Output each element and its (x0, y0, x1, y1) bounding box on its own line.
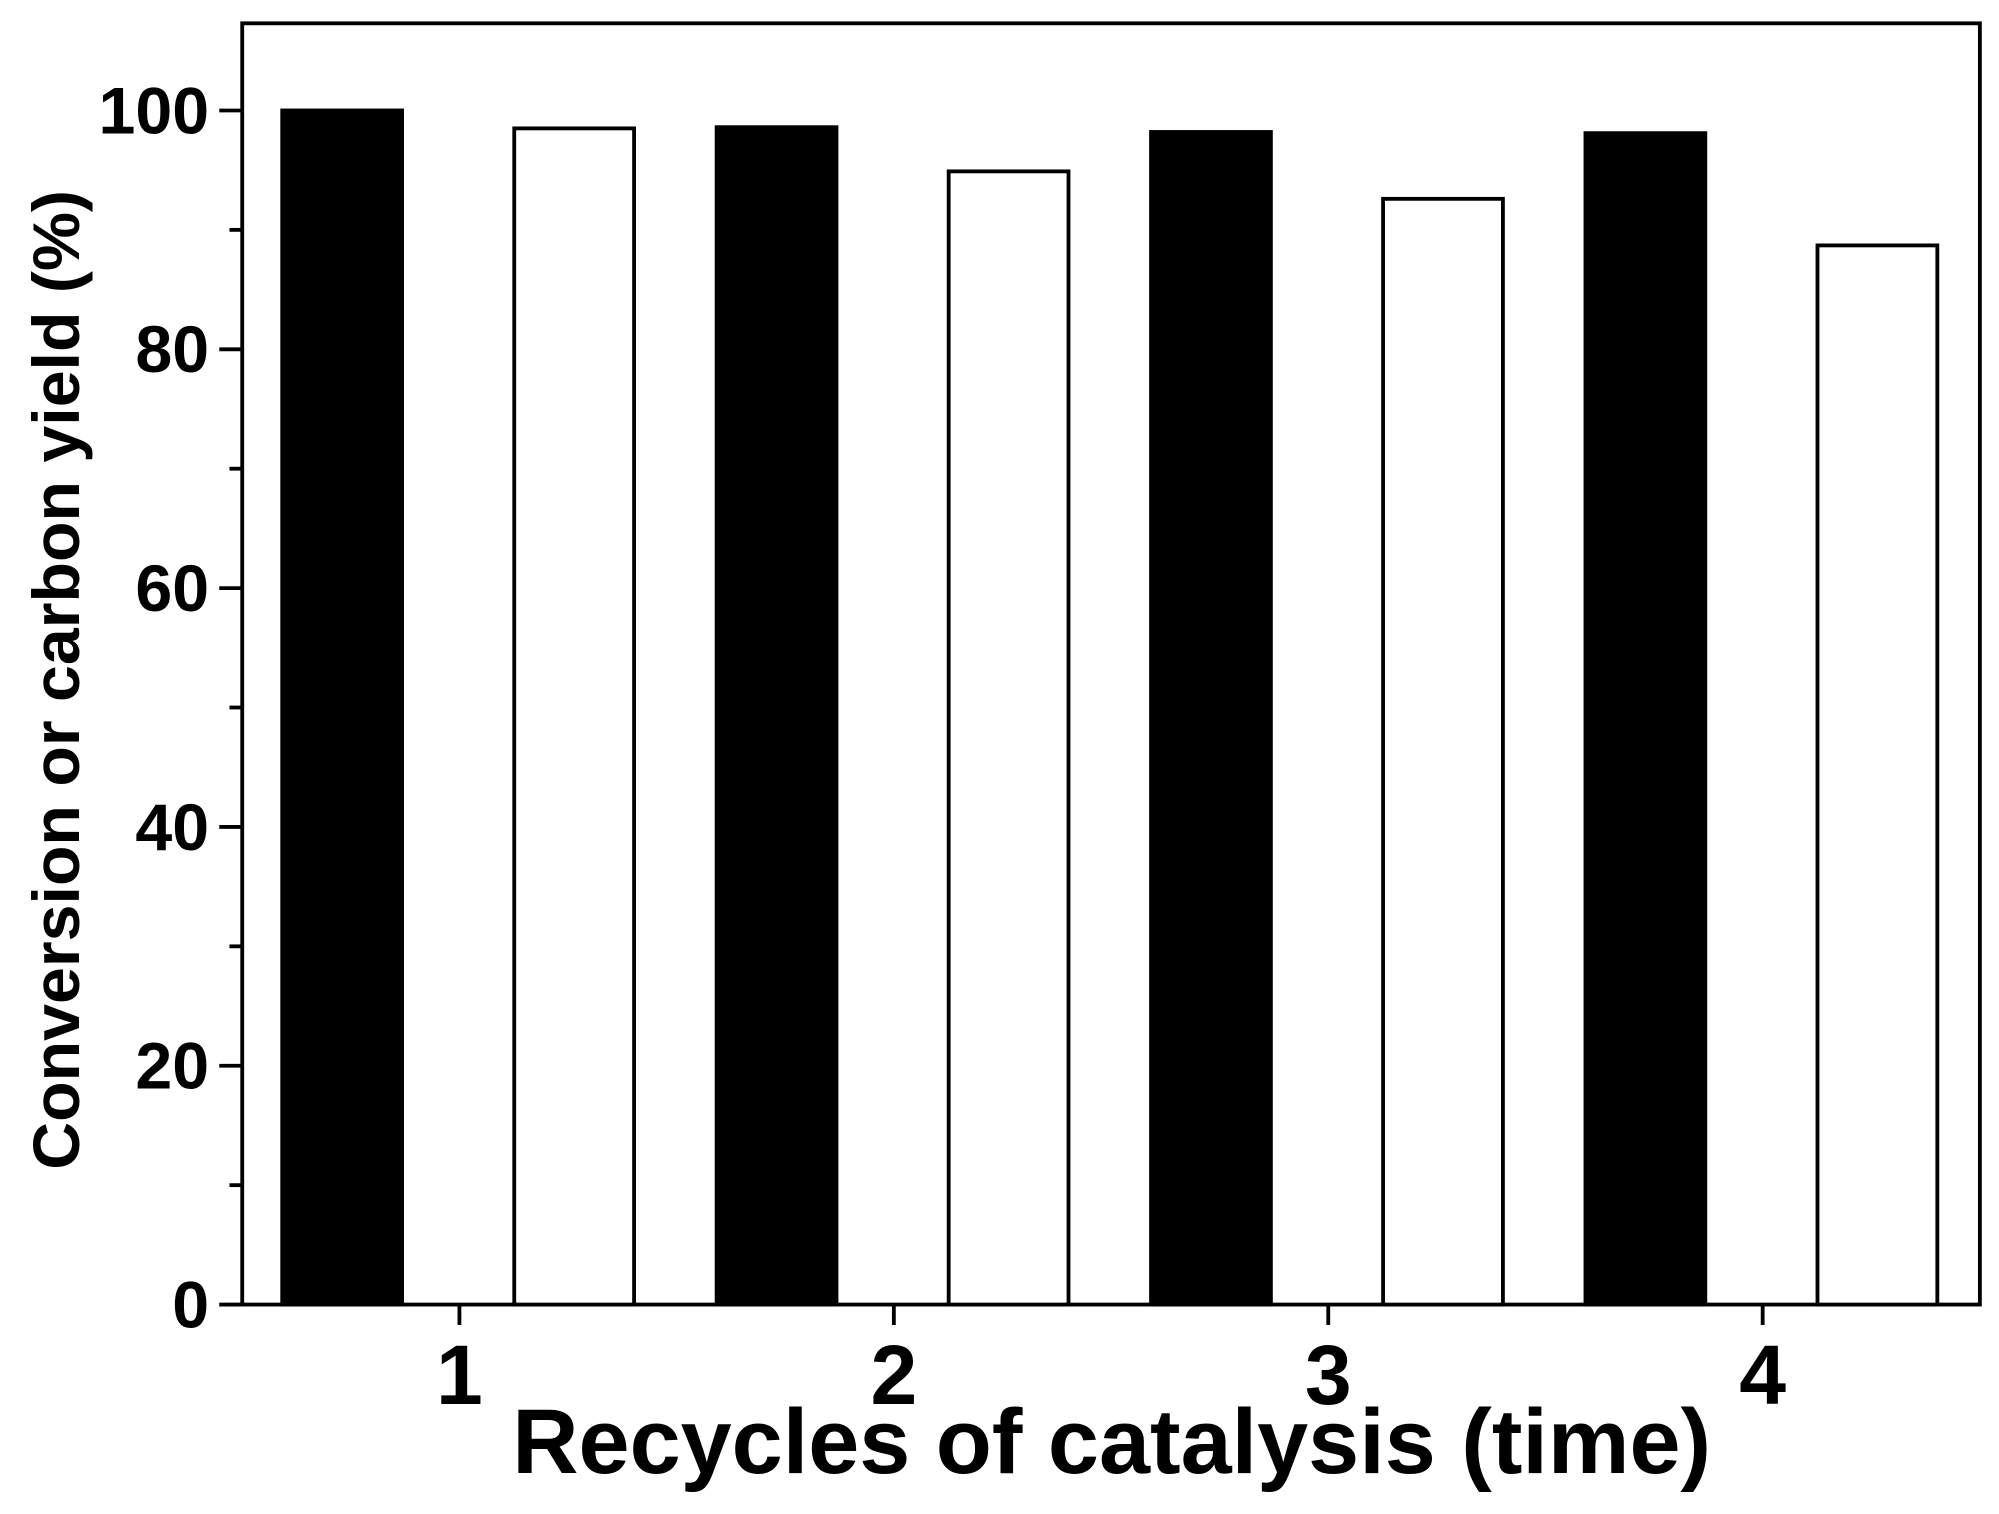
y-tick-label: 0 (172, 1269, 209, 1343)
y-tick-label: 60 (135, 552, 209, 626)
bar (1149, 130, 1273, 1307)
y-tick-label: 100 (98, 74, 209, 148)
x-axis-label: Recycles of catalysis (time) (512, 1391, 1711, 1493)
bar (1381, 196, 1505, 1307)
y-tick-label: 20 (135, 1030, 209, 1104)
y-tick-label: 80 (135, 313, 209, 387)
bar (946, 169, 1071, 1307)
bar (280, 108, 404, 1307)
plot-frame (240, 21, 1982, 1307)
bar (1583, 131, 1708, 1307)
y-axis-label: Conversion or carbon yield (%) (20, 190, 94, 1170)
x-tick-label: 4 (1739, 1328, 1786, 1422)
x-tick-label: 1 (436, 1328, 483, 1422)
bar (1815, 243, 1940, 1307)
y-tick-label: 40 (135, 791, 209, 865)
bar (512, 126, 637, 1307)
x-tick-label: 3 (1305, 1328, 1352, 1422)
bar (714, 125, 839, 1307)
x-tick-label: 2 (870, 1328, 917, 1422)
